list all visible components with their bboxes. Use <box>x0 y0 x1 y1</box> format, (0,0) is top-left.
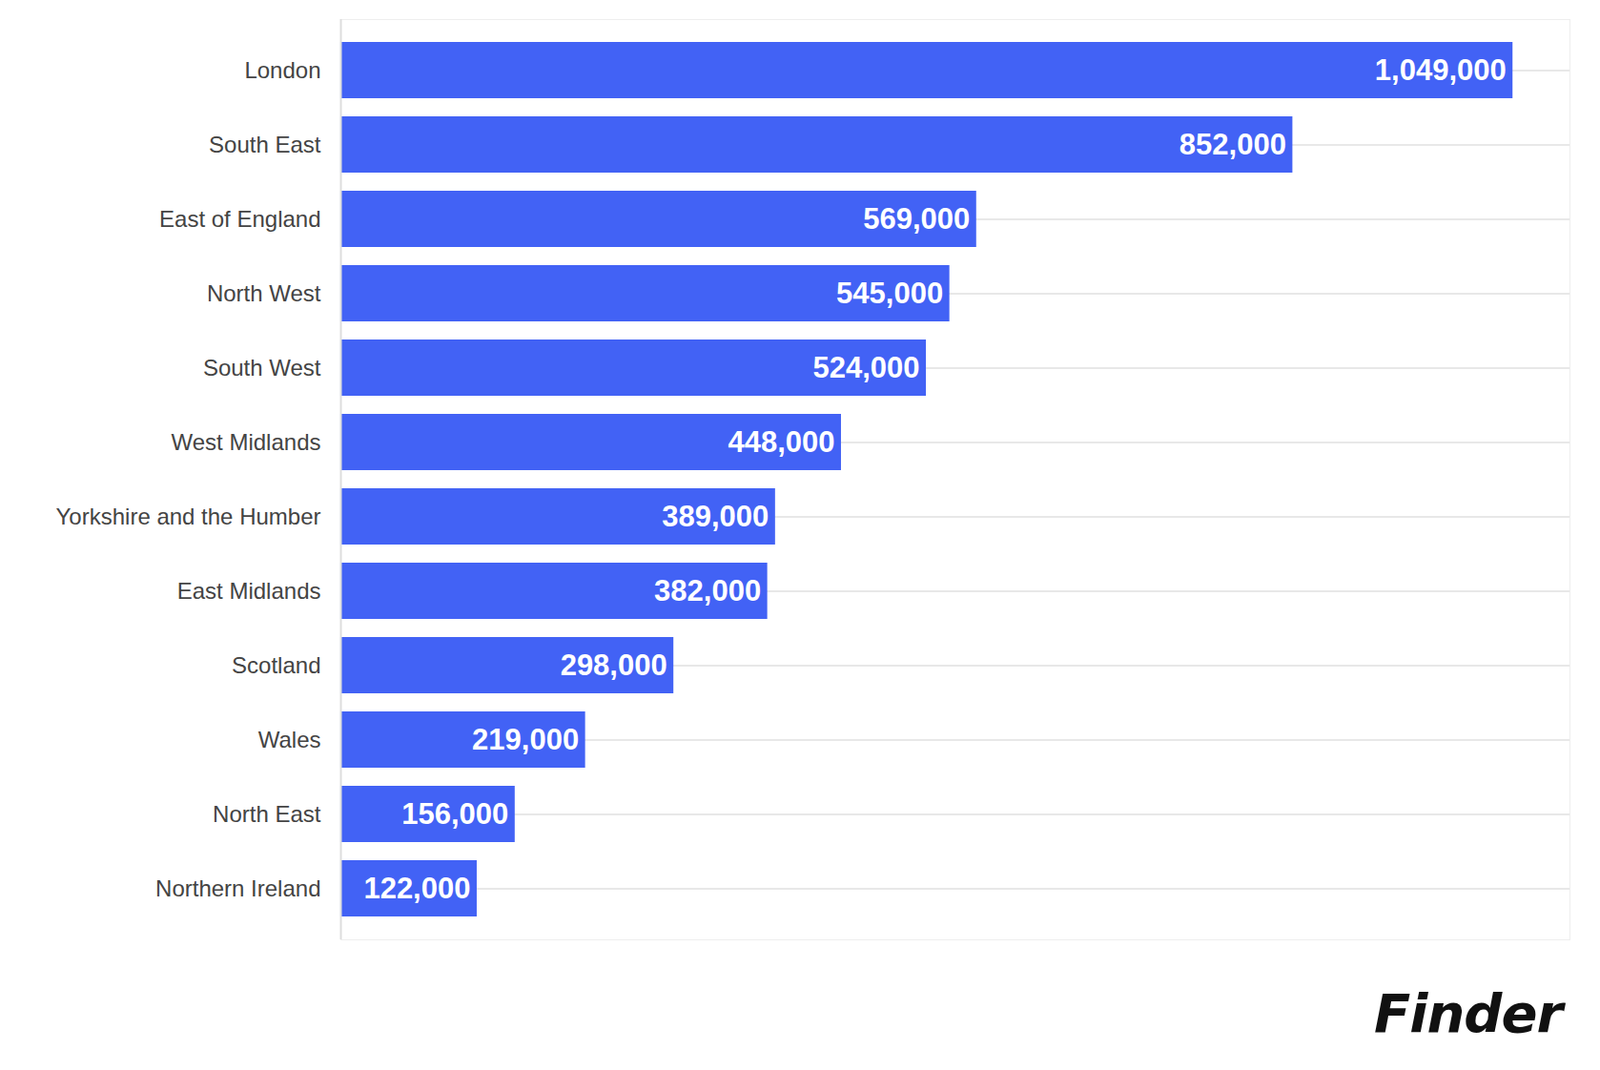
html-text:Finder: Finder <box>1374 982 1562 1045</box>
svg-text:East Midlands: East Midlands <box>177 577 322 604</box>
svg-text:156,000: 156,000 <box>401 797 509 831</box>
svg-text:382,000: 382,000 <box>654 574 761 608</box>
svg-text:Scotland: Scotland <box>231 652 321 678</box>
svg-text:852,000: 852,000 <box>1179 127 1287 162</box>
svg-text:Northern Ireland: Northern Ireland <box>155 875 321 902</box>
svg-text:West Midlands: West Midlands <box>171 429 322 455</box>
svg-text:545,000: 545,000 <box>836 276 944 310</box>
svg-text:South East: South East <box>208 131 322 158</box>
svg-text:122,000: 122,000 <box>363 871 471 905</box>
svg-text:524,000: 524,000 <box>812 350 920 385</box>
svg-text:389,000: 389,000 <box>661 499 769 534</box>
svg-text:Wales: Wales <box>258 726 322 753</box>
svg-text:298,000: 298,000 <box>560 648 668 682</box>
svg-text:North East: North East <box>212 800 322 827</box>
svg-text:North West: North West <box>206 280 322 307</box>
svg-text:Yorkshire and the Humber: Yorkshire and the Humber <box>56 503 322 530</box>
svg-text:South West: South West <box>203 354 322 381</box>
svg-text:London: London <box>244 57 321 83</box>
svg-text:569,000: 569,000 <box>862 202 970 236</box>
svg-text:448,000: 448,000 <box>727 425 835 459</box>
svg-text:1,049,000: 1,049,000 <box>1374 53 1507 87</box>
svg-text:East of England: East of England <box>159 205 321 232</box>
svg-text:219,000: 219,000 <box>471 722 579 757</box>
